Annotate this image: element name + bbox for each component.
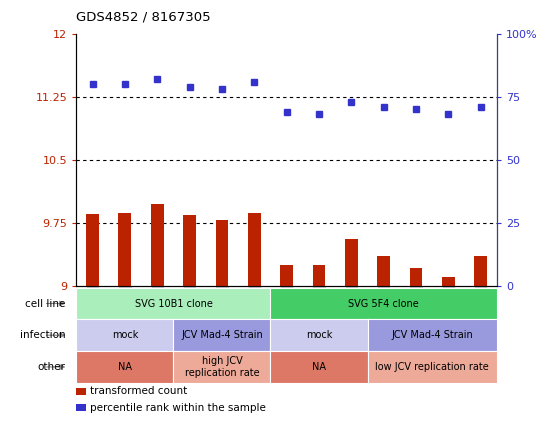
Text: transformed count: transformed count: [90, 386, 187, 396]
Text: JCV Mad-4 Strain: JCV Mad-4 Strain: [181, 330, 263, 340]
Text: NA: NA: [118, 362, 132, 372]
Text: low JCV replication rate: low JCV replication rate: [375, 362, 489, 372]
Text: SVG 10B1 clone: SVG 10B1 clone: [134, 299, 212, 308]
Bar: [474, 256, 487, 286]
Bar: [377, 256, 390, 286]
Bar: [442, 277, 455, 286]
Bar: [151, 204, 164, 286]
Bar: [312, 265, 325, 286]
Text: mock: mock: [112, 330, 138, 340]
Bar: [216, 220, 228, 286]
Text: mock: mock: [306, 330, 332, 340]
Bar: [86, 214, 99, 286]
Bar: [410, 268, 423, 286]
Text: GDS4852 / 8167305: GDS4852 / 8167305: [76, 10, 211, 23]
Bar: [345, 239, 358, 286]
Text: high JCV
replication rate: high JCV replication rate: [185, 356, 259, 378]
Bar: [248, 213, 261, 286]
Text: NA: NA: [312, 362, 326, 372]
Text: other: other: [38, 362, 66, 372]
Text: percentile rank within the sample: percentile rank within the sample: [90, 403, 266, 412]
Text: infection: infection: [20, 330, 66, 340]
Text: JCV Mad-4 Strain: JCV Mad-4 Strain: [391, 330, 473, 340]
Bar: [280, 264, 293, 286]
Text: SVG 5F4 clone: SVG 5F4 clone: [348, 299, 419, 308]
Bar: [183, 215, 196, 286]
Bar: [118, 212, 132, 286]
Text: cell line: cell line: [25, 299, 66, 308]
